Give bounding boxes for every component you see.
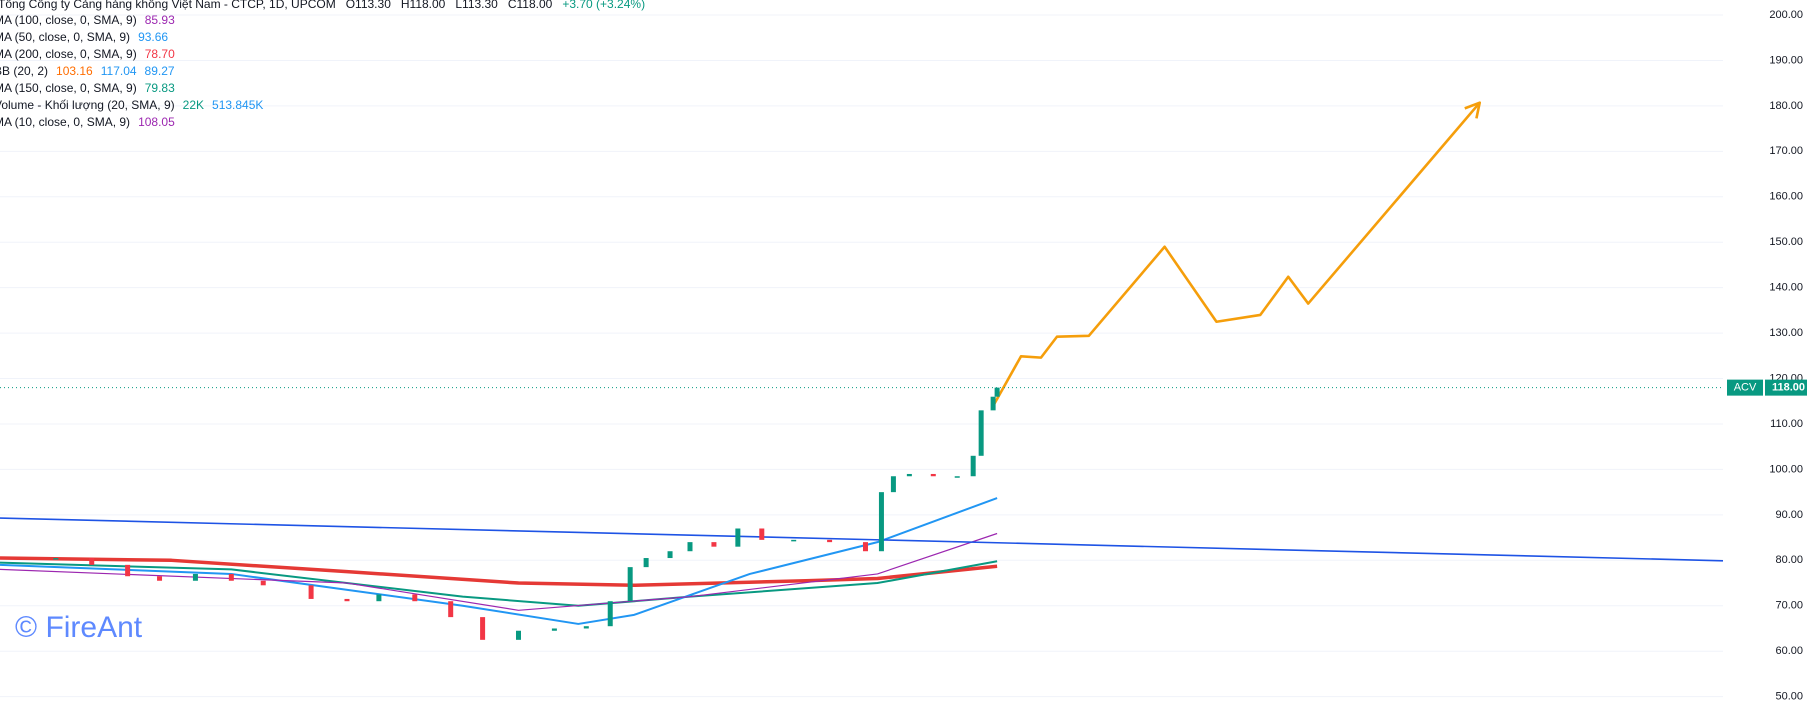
candle <box>157 576 163 581</box>
candle <box>480 617 486 640</box>
header-close: C118.00 <box>508 0 553 11</box>
y-tick-label: 90.00 <box>1775 509 1803 521</box>
legend-name: MA (50, close, 0, SMA, 9) <box>0 30 130 44</box>
indicator-line <box>0 556 998 588</box>
legend-name: MA (150, close, 0, SMA, 9) <box>0 81 137 95</box>
candle <box>970 455 976 477</box>
header-open: O113.30 <box>346 0 391 11</box>
y-tick-label: 170.00 <box>1769 145 1803 157</box>
header-change: +3.70 (+3.24%) <box>562 0 645 11</box>
candle <box>607 601 613 627</box>
candle <box>515 630 521 640</box>
arrow-head <box>1464 101 1482 119</box>
y-tick-label: 190.00 <box>1769 54 1803 66</box>
candle <box>687 542 693 552</box>
y-tick-label: 80.00 <box>1775 554 1803 566</box>
indicator-line <box>991 101 1481 407</box>
candle <box>735 528 741 547</box>
candle <box>791 539 797 542</box>
candle <box>260 580 266 586</box>
header-title: Tổng Công ty Cảng hàng không Việt Nam - … <box>0 0 336 11</box>
legend-value: 103.16 <box>56 64 93 78</box>
price-tag-value: 118.00 <box>1772 382 1805 394</box>
candle <box>228 573 234 581</box>
candle <box>978 410 984 456</box>
indicator-line <box>0 497 998 625</box>
legend-name: MA (100, close, 0, SMA, 9) <box>0 13 137 27</box>
candle <box>759 528 765 540</box>
candle <box>643 558 649 568</box>
candle <box>954 476 960 478</box>
price-tag-symbol: ACV <box>1734 382 1757 394</box>
indicator-line <box>0 517 1724 562</box>
legend-value: 78.70 <box>145 47 175 61</box>
candle <box>412 594 418 602</box>
legend-value: 79.83 <box>145 81 175 95</box>
legend-value: 93.66 <box>138 30 168 44</box>
y-tick-label: 200.00 <box>1769 9 1803 21</box>
candle <box>862 542 868 552</box>
y-tick-label: 100.00 <box>1769 463 1803 475</box>
y-tick-label: 110.00 <box>1770 418 1803 430</box>
candle <box>344 598 350 602</box>
price-tag-bg <box>1727 379 1763 396</box>
candle <box>627 567 633 602</box>
legend-row: MA (200, close, 0, SMA, 9) 78.70 <box>0 47 175 61</box>
candle <box>583 626 589 629</box>
legend-value: 117.04 <box>101 64 137 78</box>
indicator-line <box>0 532 998 611</box>
legend-row: MA (100, close, 0, SMA, 9) 85.93 <box>0 13 175 27</box>
y-tick-label: 130.00 <box>1769 327 1803 339</box>
legend-value: 22K <box>183 98 204 112</box>
y-tick-label: 150.00 <box>1769 236 1803 248</box>
candle <box>308 585 314 599</box>
legend-row: Volume - Khối lượng (20, SMA, 9) 22K 513.8… <box>0 98 263 112</box>
legend-name: BB (20, 2) <box>0 64 48 78</box>
candle <box>192 573 198 581</box>
price-tag-bg <box>1765 379 1807 396</box>
legend-value: 513.845K <box>212 98 263 112</box>
y-tick-label: 70.00 <box>1775 600 1803 612</box>
candle <box>125 564 131 577</box>
candle <box>990 396 996 411</box>
header-high: H118.00 <box>401 0 446 11</box>
legend-row: MA (150, close, 0, SMA, 9) 79.83 <box>0 81 175 95</box>
y-tick-label: 60.00 <box>1775 645 1803 657</box>
candle <box>551 628 557 631</box>
y-tick-label: 140.00 <box>1769 282 1803 294</box>
candle <box>89 558 95 565</box>
watermark: © FireAnt <box>15 611 143 644</box>
candle <box>827 539 833 543</box>
candle <box>448 601 454 618</box>
y-tick-label: 160.00 <box>1769 191 1803 203</box>
candle <box>930 473 936 477</box>
candle <box>994 387 1000 397</box>
legend-name: MA (10, close, 0, SMA, 9) <box>0 115 130 129</box>
y-tick-label: 50.00 <box>1775 691 1803 703</box>
legend-row: MA (50, close, 0, SMA, 9) 93.66 <box>0 30 168 44</box>
candle <box>906 473 912 477</box>
legend-name: MA (200, close, 0, SMA, 9) <box>0 47 137 61</box>
legend-value: 108.05 <box>138 115 175 129</box>
candle <box>667 551 673 559</box>
y-tick-label: 180.00 <box>1769 100 1803 112</box>
indicator-line <box>0 560 998 607</box>
candle <box>53 558 59 560</box>
header: Tổng Công ty Cảng hàng không Việt Nam - … <box>0 0 645 11</box>
candle <box>376 594 382 602</box>
candle <box>878 492 884 552</box>
candle <box>890 476 896 493</box>
legend-row: MA (10, close, 0, SMA, 9) 108.05 <box>0 115 175 129</box>
legend-name: Volume - Khối lượng (20, SMA, 9) <box>0 98 175 112</box>
header-low: L113.30 <box>455 0 498 11</box>
candle <box>711 542 717 547</box>
legend-value: 85.93 <box>145 13 175 27</box>
legend-row: BB (20, 2) 103.16 117.04 89.27 <box>0 64 175 78</box>
legend-value: 89.27 <box>145 64 175 78</box>
